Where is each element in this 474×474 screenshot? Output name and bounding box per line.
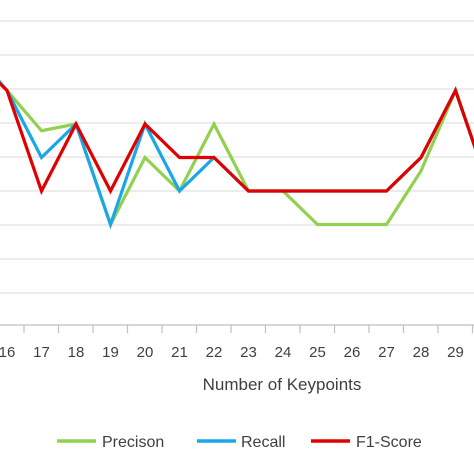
x-tick-label: 21 xyxy=(171,344,188,361)
x-tick-label: 29 xyxy=(447,344,464,361)
x-axis-title: Number of Keypoints xyxy=(203,375,362,394)
x-tick-labels: 16 17 18 19 20 21 22 23 24 25 26 27 28 29 xyxy=(0,344,464,361)
series-lines xyxy=(0,79,474,230)
x-tick-label: 19 xyxy=(102,344,119,361)
x-tick-label: 23 xyxy=(240,344,257,361)
series-line-f1-score xyxy=(0,81,474,196)
legend-label: Precison xyxy=(102,434,164,451)
x-tick-label: 28 xyxy=(413,344,430,361)
series-line-precison xyxy=(0,79,474,229)
legend-item: Precison xyxy=(57,434,164,451)
legend-item: F1-Score xyxy=(311,434,422,451)
legend-label: Recall xyxy=(241,434,285,451)
legend: Precison Recall F1-Score xyxy=(57,434,422,451)
x-tick-label: 24 xyxy=(275,344,292,361)
x-tick-label: 26 xyxy=(344,344,361,361)
x-tick-label: 20 xyxy=(137,344,154,361)
x-tick-label: 18 xyxy=(68,344,85,361)
x-tick-label: 27 xyxy=(378,344,395,361)
legend-item: Recall xyxy=(197,434,285,451)
x-tick-label: 16 xyxy=(0,344,15,361)
gridlines xyxy=(0,20,474,294)
legend-label: F1-Score xyxy=(356,434,422,451)
x-tick-label: 17 xyxy=(33,344,50,361)
x-tick-label: 22 xyxy=(206,344,223,361)
x-tick-label: 25 xyxy=(309,344,326,361)
x-axis xyxy=(0,324,474,333)
